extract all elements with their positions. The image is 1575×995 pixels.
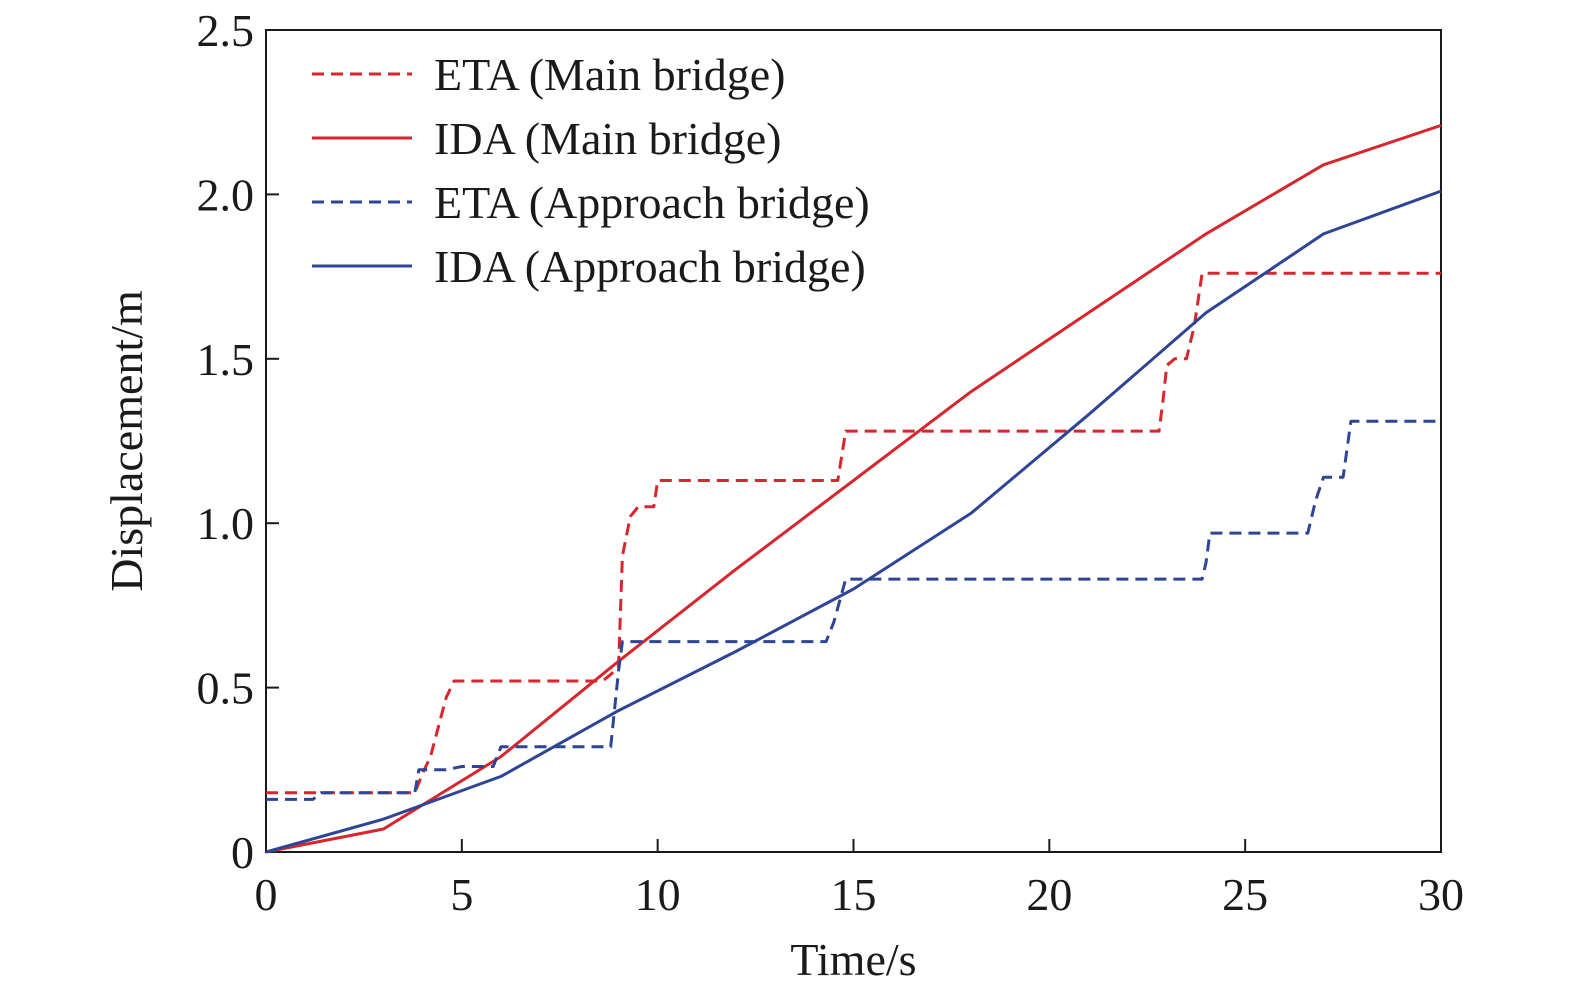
legend-item: IDA (Main bridge): [312, 113, 781, 164]
series-line-ida-main-bridge: [265, 123, 1442, 854]
legend-item: IDA (Approach bridge): [312, 241, 866, 292]
x-tick-label: 5: [450, 869, 473, 920]
y-tick-label: 0: [231, 827, 254, 878]
y-axis-title: Displacement/m: [101, 290, 152, 592]
y-tick-label: 1.5: [197, 334, 255, 385]
x-tick-label: 25: [1222, 869, 1268, 920]
y-tick-label: 2.5: [197, 5, 255, 56]
series-line-eta-approach-bridge: [266, 419, 1441, 801]
legend-label: IDA (Approach bridge): [434, 241, 866, 292]
legend-label: IDA (Main bridge): [434, 113, 781, 164]
x-tick-label: 30: [1418, 869, 1464, 920]
x-tick-label: 20: [1026, 869, 1072, 920]
x-tick-label: 10: [635, 869, 681, 920]
y-tick-label: 0.5: [197, 663, 255, 714]
series-layer: [265, 123, 1442, 854]
axes-layer: 0 5 10 15 20 25 30 0 0.5 1.0 1.5 2.0 2.5 Time/s Displa…: [101, 5, 1464, 985]
x-axis-title: Time/s: [790, 934, 916, 985]
x-tick-label: 15: [831, 869, 877, 920]
y-tick-label: 2.0: [197, 169, 255, 220]
legend-item: ETA (Main bridge): [312, 49, 785, 100]
legend-item: ETA (Approach bridge): [312, 177, 870, 228]
series-line-ida-approach-bridge: [265, 189, 1442, 854]
series-line-eta-main-bridge: [266, 271, 1441, 795]
y-tick-label: 1.0: [197, 498, 255, 549]
x-tick-label: 0: [255, 869, 278, 920]
legend: ETA (Main bridge) IDA (Main bridge) ETA (A…: [312, 49, 870, 292]
legend-label: ETA (Main bridge): [434, 49, 785, 100]
legend-label: ETA (Approach bridge): [434, 177, 870, 228]
